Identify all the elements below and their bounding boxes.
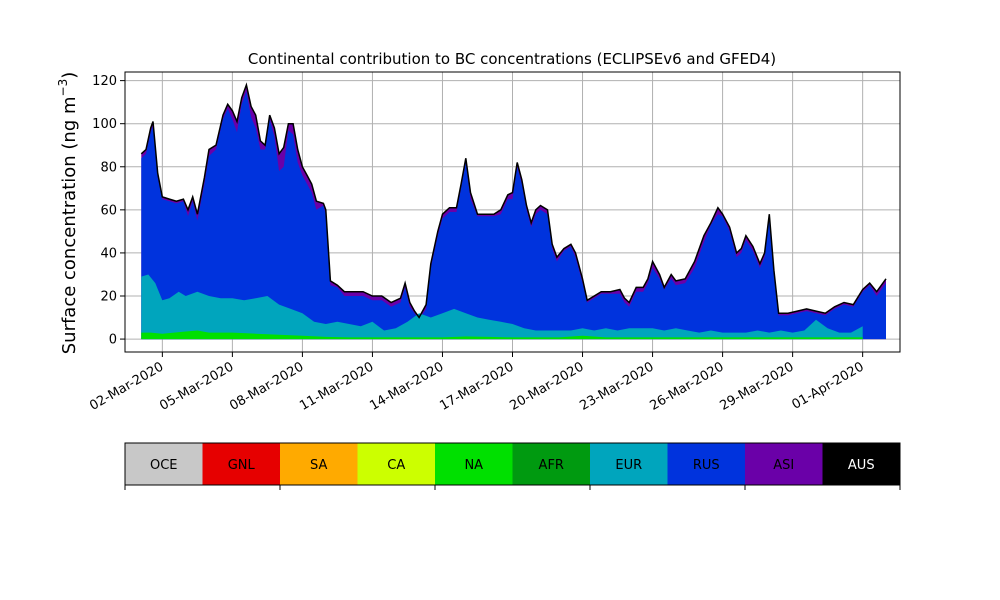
line-aus (140, 82, 887, 319)
legend-swatch-aus (822, 443, 901, 485)
y-tick-label: 20 (100, 290, 117, 305)
legend-swatch-eur (590, 443, 668, 485)
x-tick-label: 02-Mar-2020 (87, 359, 166, 413)
x-tick-label: 11-Mar-2020 (297, 359, 376, 413)
y-tick-label: 80 (100, 160, 117, 175)
legend-frame (124, 442, 901, 486)
legend-swatch-sa (280, 443, 358, 485)
legend-label-na: NA (464, 458, 483, 473)
x-tick-label: 17-Mar-2020 (437, 359, 516, 413)
y-axis-label-close: ) (59, 72, 80, 79)
legend-swatch-gnl (202, 443, 281, 485)
y-tick-label: 100 (92, 117, 117, 132)
y-axis-label: Surface concentration (ng m−3) (56, 72, 80, 355)
legend-swatch-oce (125, 443, 203, 485)
x-tick-label: 23-Mar-2020 (577, 359, 656, 413)
x-tick-label: 01-Apr-2020 (790, 359, 867, 412)
y-tick-label: 120 (92, 74, 117, 89)
x-axis-ticks: 02-Mar-202005-Mar-202008-Mar-202011-Mar-… (87, 352, 867, 414)
legend-swatch-na (435, 443, 513, 485)
y-axis-label-unit-exponent: −3 (56, 79, 70, 97)
legend-label-asi: ASI (773, 458, 794, 473)
x-tick-label: 20-Mar-2020 (507, 359, 586, 413)
y-tick-label: 40 (100, 246, 117, 261)
x-tick-label: 05-Mar-2020 (157, 359, 236, 413)
legend-swatch-rus (667, 443, 746, 485)
legend-label-afr: AFR (539, 458, 564, 473)
stacked-areas (141, 84, 887, 340)
x-tick-label: 29-Mar-2020 (717, 359, 796, 413)
x-tick-label: 08-Mar-2020 (227, 359, 306, 413)
legend-swatch-ca (357, 443, 436, 485)
area-na (141, 330, 863, 340)
chart-title: Continental contribution to BC concentra… (248, 50, 776, 68)
legend-swatch-afr (512, 443, 591, 485)
area-rus (141, 91, 887, 340)
legend-label-oce: OCE (150, 458, 178, 473)
legend-swatch-asi (745, 443, 823, 485)
legend-label-aus: AUS (848, 458, 875, 473)
legend-label-eur: EUR (615, 458, 642, 473)
legend-colorbar: OCE GNL SA CA NA AFR EUR RUS ASI AUS (124, 442, 901, 490)
legend-label-gnl: GNL (228, 458, 256, 473)
y-axis-ticks: 0 20 40 60 80 100 120 (92, 74, 125, 348)
y-tick-label: 0 (109, 333, 117, 348)
x-tick-label: 26-Mar-2020 (647, 359, 726, 413)
y-tick-label: 60 (100, 203, 117, 218)
total-line (140, 82, 887, 319)
y-axis-label-text: Surface concentration (ng m (59, 96, 80, 354)
legend-label-rus: RUS (693, 458, 720, 473)
svg-text:Surface concentration (ng m−3): Surface concentration (ng m−3) (56, 72, 80, 355)
x-tick-label: 14-Mar-2020 (367, 359, 446, 413)
legend-label-ca: CA (387, 458, 405, 473)
legend-label-sa: SA (310, 458, 327, 473)
